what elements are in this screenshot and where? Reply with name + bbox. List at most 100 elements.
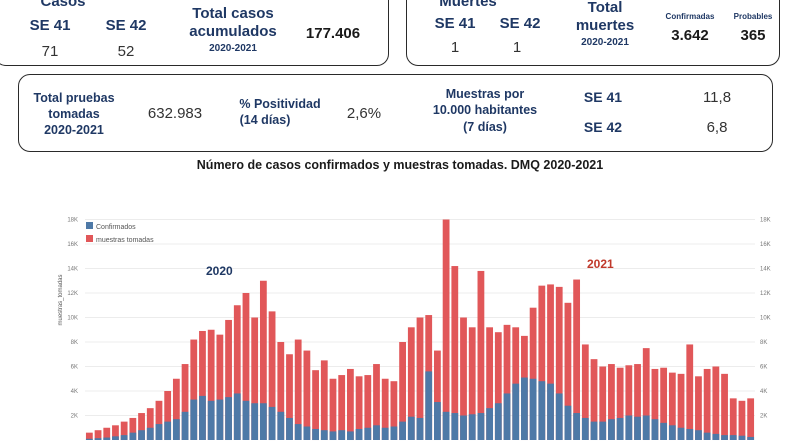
bar-muestras [651,368,659,440]
bar-confirmados [651,419,659,440]
bar-muestras [373,364,380,440]
casos-se42-value: 52 [117,43,135,60]
bar-confirmados [399,421,406,441]
bar-confirmados [442,411,450,440]
bar-confirmados [320,430,328,440]
bar-muestras [642,348,650,441]
bar-muestras [286,354,293,440]
bar-muestras [625,365,633,440]
bar-muestras [538,285,546,440]
bar-muestras [721,373,728,440]
positividad-label-1: % Positividad [239,97,321,111]
bar-confirmados [312,428,319,441]
bar-confirmados [233,393,241,440]
casos-title: Casos [40,0,86,10]
bar-muestras [686,344,694,440]
muestras-se41-label: SE 41 [583,89,623,105]
bar-muestras [103,427,111,440]
bar-confirmados [199,395,206,440]
bar-muestras [268,311,276,441]
legend-label-confirmados: Confirmados [96,224,136,231]
bar-muestras [747,398,755,440]
bar-confirmados [225,397,232,441]
bar-confirmados [103,437,111,440]
muestras-label-3: (7 días) [463,120,507,134]
bar-muestras [242,293,250,440]
muestras-se42-value: 6,8 [706,119,728,136]
bar-muestras [233,305,241,440]
bar-muestras [703,368,711,440]
y-tick-label-right: 10K [760,316,771,322]
bar-muestras [712,366,720,440]
bar-muestras [468,327,476,440]
bar-confirmados [172,419,180,440]
y-tick-label-left: 8K [71,340,78,346]
annotation-2020: 2020 [206,264,233,278]
bar-muestras [547,284,554,440]
y-tick-label-left: 6K [71,365,78,371]
y-tick-label-left: 12K [67,291,78,297]
bar-muestras [503,324,511,440]
legend-label-muestras: muestras tomadas [96,237,154,244]
y-tick-label-right: 2K [760,414,767,420]
casos-card: Casos SE 41 SE 42 71 52 Total casos acum… [0,0,389,66]
bars [85,219,755,441]
y-tick-label-right: 8K [760,340,767,346]
bar-confirmados [616,417,624,440]
muertes-card: Muertes SE 41 SE 42 1 1 Total muertes 20… [406,0,780,66]
pruebas-total-value: 632.983 [147,105,203,122]
bar-muestras [146,408,154,440]
bar-muestras [581,344,589,440]
bar-confirmados [721,435,728,440]
bar-muestras [120,421,128,441]
bar-confirmados [668,425,676,440]
muestras-label-2: 10.000 habitantes [432,103,538,117]
bar-muestras [338,375,346,440]
bar-confirmados [686,428,694,441]
bar-muestras [85,432,93,440]
bar-muestras [434,350,441,440]
muertes-se42-value: 1 [512,39,522,56]
bar-confirmados [460,415,467,440]
bar-confirmados [129,432,137,440]
bar-muestras [590,359,598,440]
bar-muestras [416,317,424,440]
bar-muestras [138,413,145,440]
bar-muestras [312,370,319,441]
bar-confirmados [251,403,259,440]
muertes-se41-label: SE 41 [434,15,476,32]
bar-muestras [616,367,624,440]
bar-muestras [529,307,537,440]
muestras-label-1: Muestras por [445,87,525,101]
muertes-total-period: 2020-2021 [581,37,629,48]
bar-confirmados [642,415,650,440]
bar-muestras [494,332,502,440]
bar-confirmados [599,421,607,441]
muertes-total-label-2: muertes [575,17,635,34]
bar-muestras [129,417,137,440]
bar-confirmados [555,393,563,440]
bar-confirmados [242,400,250,440]
bar-confirmados [486,408,494,440]
bar-muestras [390,381,398,440]
y-tick-label-left: 2K [71,414,78,420]
bar-muestras [181,364,189,440]
bar-muestras [277,342,285,440]
muestras-se42-label: SE 42 [583,119,623,135]
casos-se41-label: SE 41 [29,17,71,34]
bar-confirmados [138,430,145,440]
legend-swatch-confirmados [86,222,93,229]
positividad-label-2: (14 días) [239,113,291,127]
positividad-value: 2,6% [346,105,382,122]
bar-confirmados [521,377,528,441]
bar-muestras [112,425,119,440]
bar-confirmados [164,421,172,441]
y-tick-label-right: 12K [760,291,771,297]
y-axis-label: muestras_tomadas [58,274,64,325]
bar-confirmados [634,416,641,440]
y-tick-label-left: 18K [67,218,78,224]
casos-total-label-2: acumulados [189,23,277,40]
bar-muestras [407,327,415,440]
bar-confirmados [660,422,668,440]
bar-confirmados [738,435,746,440]
